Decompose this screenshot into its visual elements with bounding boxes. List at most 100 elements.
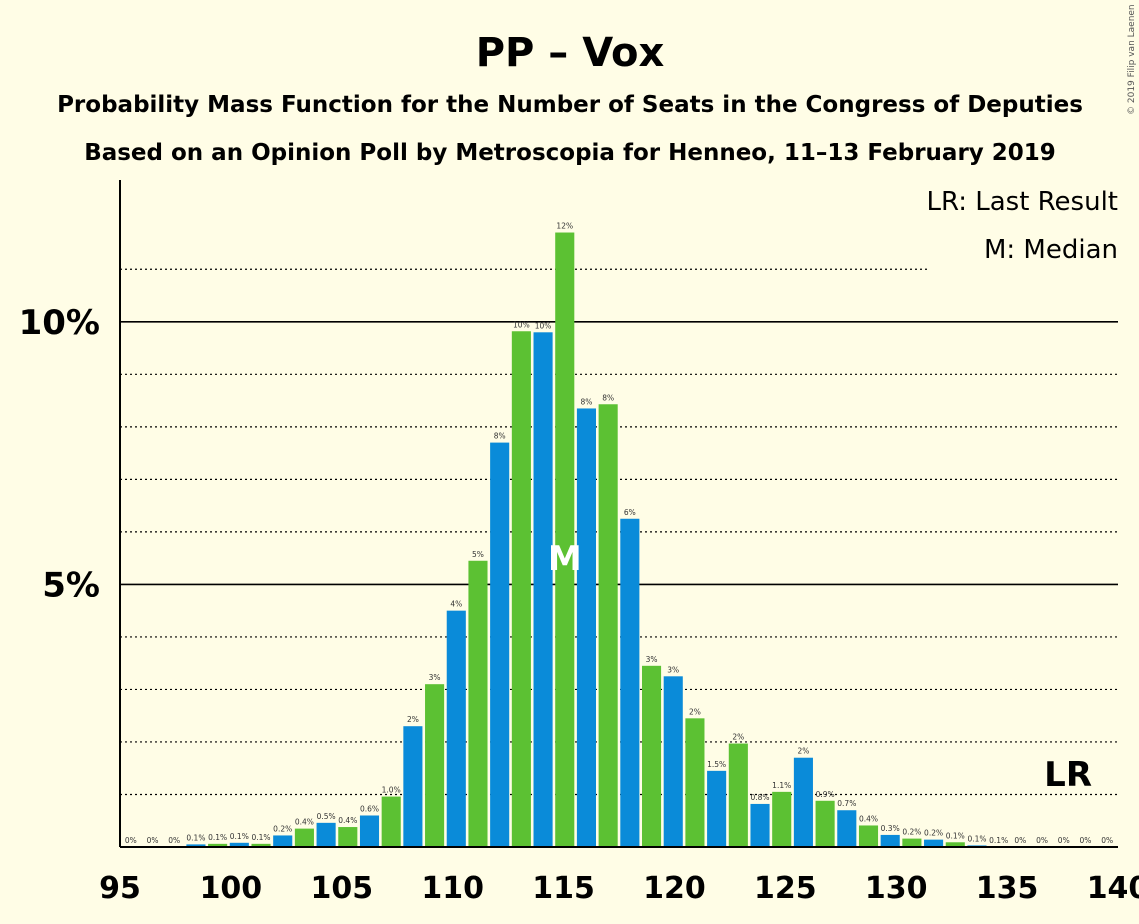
bar-label-seat-102: 0.1% — [251, 833, 270, 842]
bar-label-seat-117: 8% — [581, 397, 593, 406]
bar-label-seat-110: 3% — [429, 673, 441, 682]
bar-label-seat-118: 8% — [602, 393, 614, 402]
bar-label-seat-115: 10% — [535, 321, 552, 330]
bar-label-seat-101: 0.1% — [230, 832, 249, 841]
bar-label-seat-107: 0.6% — [360, 804, 379, 813]
bar-label-seat-127: 2% — [797, 747, 809, 756]
y-tick-label: 5% — [42, 565, 100, 605]
bar-seat-110 — [425, 684, 445, 847]
bar-seat-106 — [338, 827, 358, 847]
bar-label-seat-121: 3% — [667, 665, 679, 674]
bars-group — [186, 232, 987, 848]
bar-seat-129 — [837, 810, 857, 847]
bar-seat-115 — [533, 332, 553, 847]
bar-label-seat-131: 0.3% — [881, 824, 900, 833]
bar-label-seat-119: 6% — [624, 508, 636, 517]
bar-label-seat-134: 0.1% — [946, 831, 965, 840]
chart-title: PP – Vox — [476, 30, 665, 76]
bar-seat-130 — [858, 825, 879, 847]
bar-label-seat-99: 0.1% — [186, 833, 205, 842]
copyright-note: © 2019 Filip van Laenen — [1127, 4, 1137, 115]
bar-seat-109 — [403, 726, 423, 847]
x-tick-label: 135 — [976, 871, 1039, 906]
bar-seat-117 — [576, 408, 597, 847]
bar-label-seat-113: 8% — [494, 432, 506, 441]
bar-label-seat-125: 0.8% — [750, 793, 769, 802]
x-tick-label: 115 — [532, 871, 595, 906]
x-tick-label: 125 — [754, 871, 817, 906]
bar-label-seat-135: 0.1% — [967, 834, 986, 843]
x-tick-label: 105 — [310, 871, 373, 906]
y-axis-ticks: 5% 10% — [19, 303, 100, 606]
bar-seat-134 — [945, 842, 965, 847]
bar-label-seat-103: 0.2% — [273, 824, 292, 833]
bar-label-seat-141: 0% — [1101, 836, 1113, 845]
bar-seat-113 — [490, 442, 510, 847]
bar-label-seat-108: 1.0% — [382, 786, 401, 795]
bar-label-seat-116: 12% — [556, 222, 573, 231]
bar-label-seat-136: 0.1% — [989, 836, 1008, 845]
bar-seat-118 — [598, 404, 618, 847]
x-tick-label: 120 — [643, 871, 706, 906]
markers: M LR — [548, 539, 1092, 795]
bar-seat-114 — [511, 331, 531, 847]
bar-seat-132 — [902, 838, 922, 847]
bar-label-seat-130: 0.4% — [859, 814, 878, 823]
bar-seat-104 — [294, 828, 314, 847]
bar-seat-103 — [273, 835, 293, 847]
bar-label-seat-104: 0.4% — [295, 818, 314, 827]
bar-label-seat-114: 10% — [513, 320, 530, 329]
x-tick-label: 110 — [421, 871, 484, 906]
x-tick-label: 130 — [865, 871, 928, 906]
chart-subtitle-1: Probability Mass Function for the Number… — [57, 92, 1083, 118]
bar-seat-112 — [468, 560, 488, 847]
bar-label-seat-124: 2% — [732, 733, 744, 742]
legend-backdrop — [930, 182, 1125, 272]
bar-seat-100 — [208, 843, 228, 847]
bar-label-seat-129: 0.7% — [837, 799, 856, 808]
bar-label-seat-128: 0.9% — [816, 790, 835, 799]
bar-seat-108 — [381, 796, 401, 847]
bar-label-seat-96: 0% — [125, 836, 137, 845]
bar-seat-125 — [750, 803, 770, 847]
bar-label-seat-140: 0% — [1080, 836, 1092, 845]
bar-seat-128 — [815, 800, 835, 847]
bar-label-seat-98: 0% — [168, 836, 180, 845]
bar-label-seat-133: 0.2% — [924, 829, 943, 838]
bar-label-seat-126: 1.1% — [772, 781, 791, 790]
bar-seat-102 — [251, 843, 271, 847]
chart-subtitle-2: Based on an Opinion Poll by Metroscopia … — [84, 140, 1056, 166]
bar-label-seat-97: 0% — [147, 836, 159, 845]
axes — [119, 180, 1118, 848]
bar-seat-116 — [555, 232, 575, 848]
bar-label-seat-120: 3% — [646, 655, 658, 664]
bar-seat-101 — [229, 842, 249, 847]
bar-seat-105 — [316, 822, 336, 847]
bar-seat-119 — [620, 518, 640, 847]
legend-median: M: Median — [984, 235, 1118, 265]
bar-seat-99 — [186, 844, 206, 847]
bar-label-seat-106: 0.4% — [338, 816, 357, 825]
x-axis-ticks: 95 100 105 110 115 120 125 130 135 140 — [99, 871, 1139, 906]
bar-seat-124 — [728, 743, 748, 847]
bar-label-seat-138: 0% — [1036, 836, 1048, 845]
y-tick-label: 10% — [19, 303, 100, 343]
bar-seat-111 — [446, 610, 466, 847]
bar-label-seat-111: 4% — [450, 600, 462, 609]
bar-label-seat-112: 5% — [472, 550, 484, 559]
bar-label-seat-105: 0.5% — [317, 812, 336, 821]
bar-seat-126 — [772, 791, 792, 847]
bar-seat-120 — [641, 665, 662, 847]
bar-labels-group: 0% 0% 0% 0.1% 0.1% 0.1% 0.1%0.2%0.4%0.5% 0.4%0.… — [125, 222, 1113, 845]
x-tick-label: 95 — [99, 871, 141, 906]
legend-last-result: LR: Last Result — [926, 187, 1118, 217]
gridlines — [120, 268, 1118, 796]
bar-label-seat-109: 2% — [407, 715, 419, 724]
bar-label-seat-122: 2% — [689, 707, 701, 716]
bar-label-seat-132: 0.2% — [902, 828, 921, 837]
median-marker: M — [548, 539, 582, 579]
x-tick-label: 140 — [1087, 871, 1139, 906]
bar-seat-121 — [663, 676, 683, 847]
x-tick-label: 100 — [200, 871, 263, 906]
